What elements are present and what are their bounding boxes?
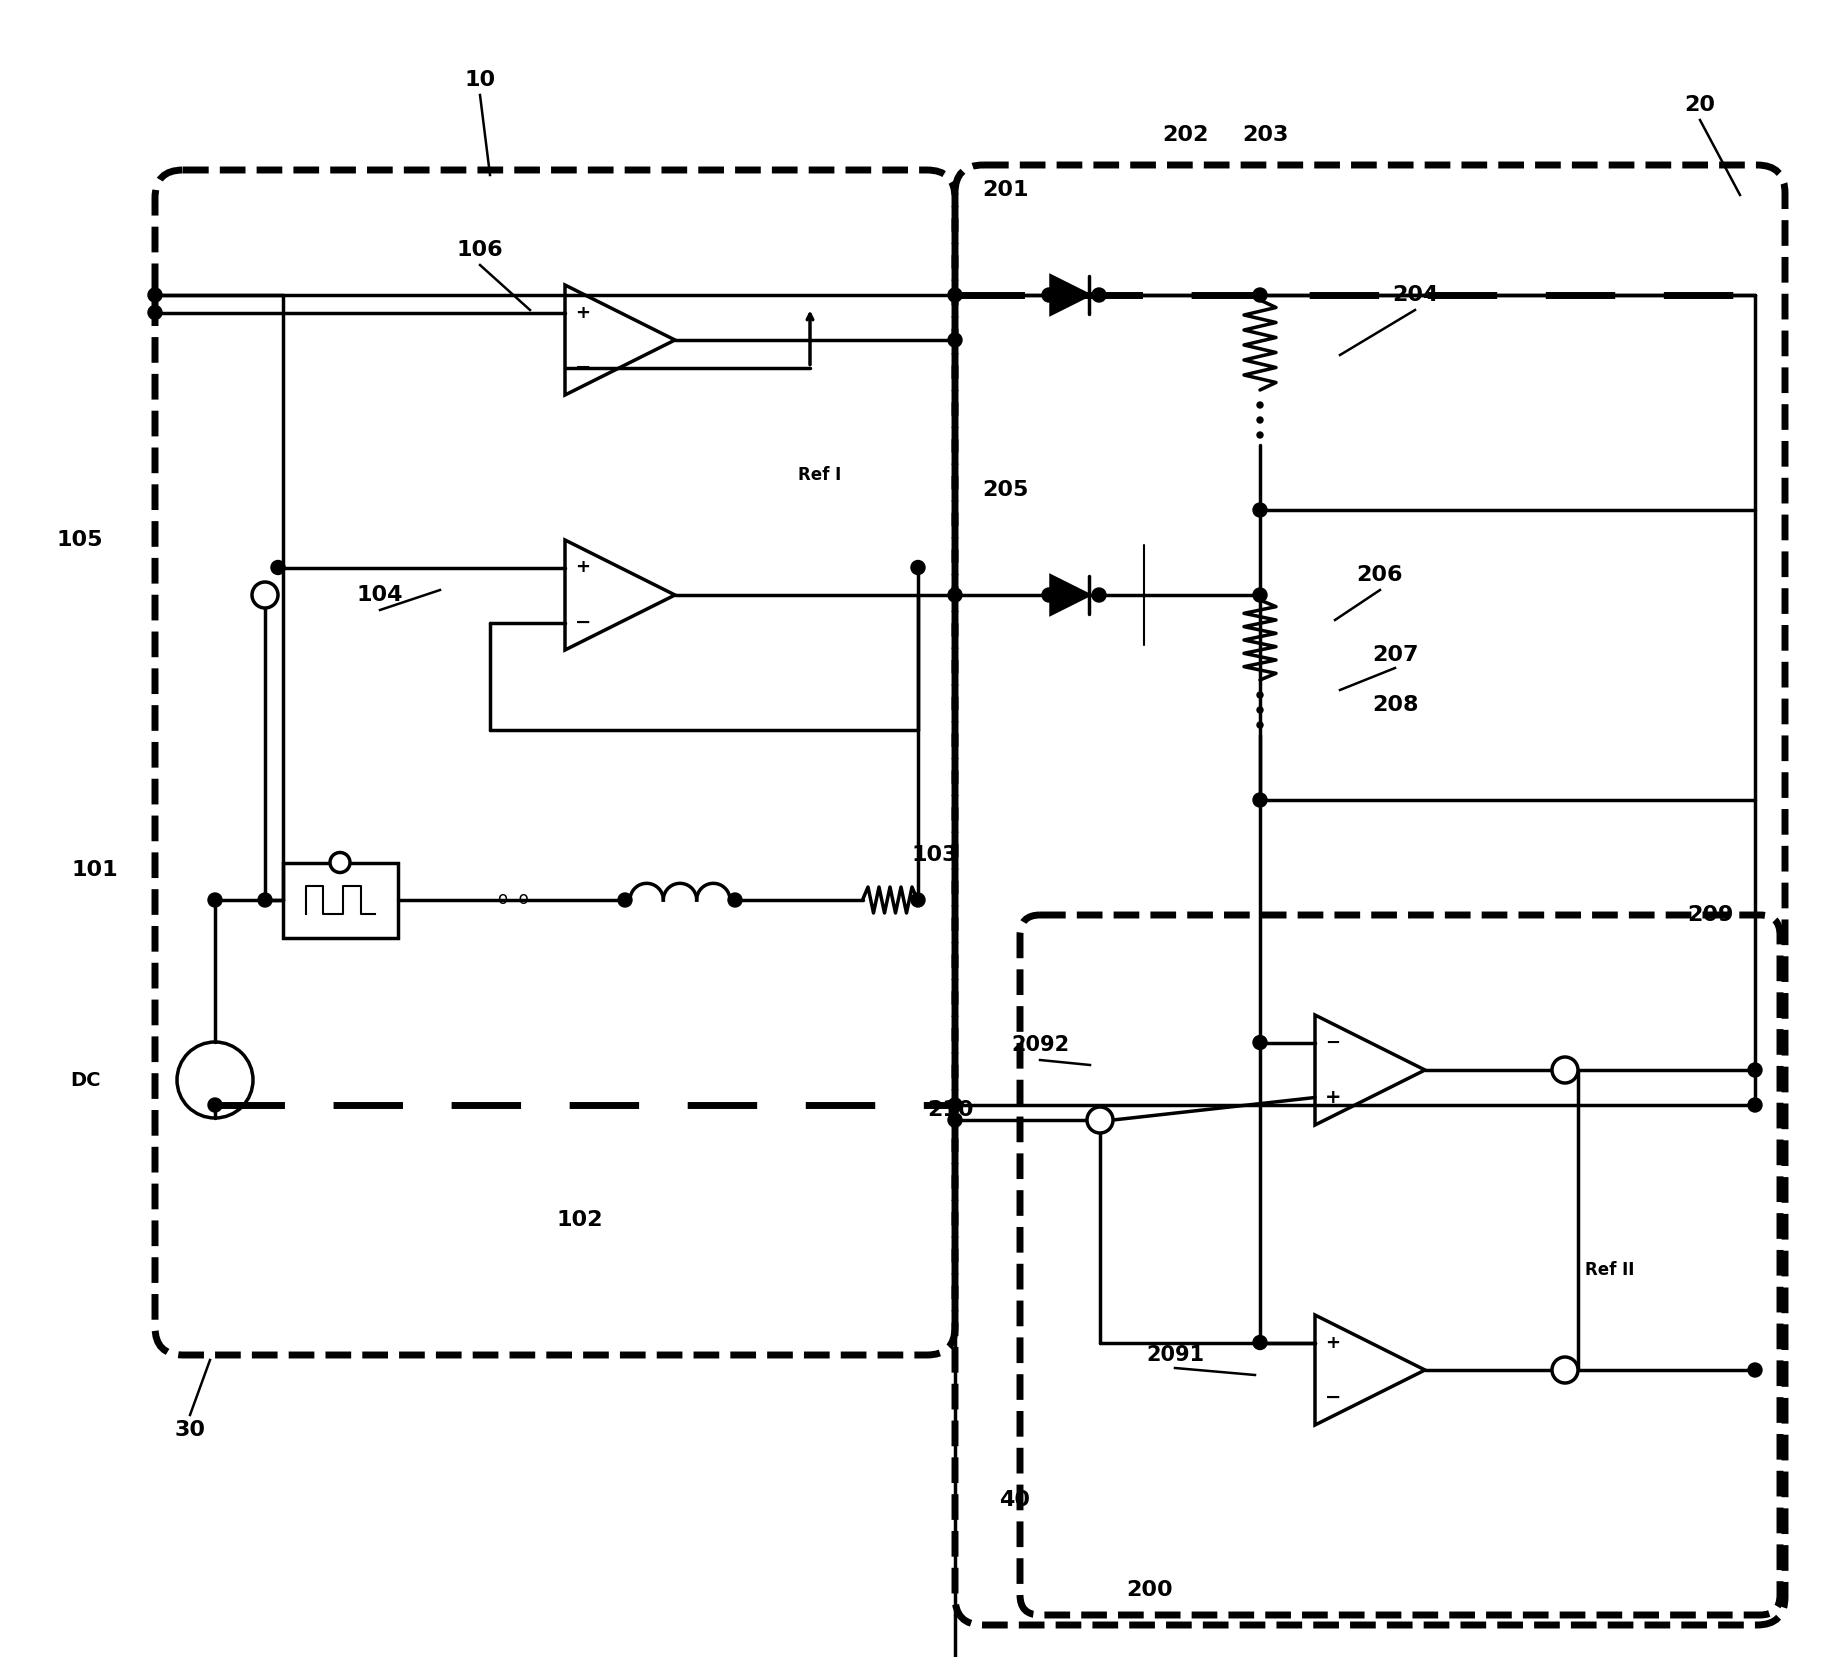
Circle shape — [1258, 708, 1263, 713]
Circle shape — [1748, 1099, 1763, 1112]
Circle shape — [912, 560, 924, 575]
Circle shape — [1258, 403, 1263, 408]
Circle shape — [1252, 1336, 1267, 1349]
Text: 30: 30 — [175, 1420, 206, 1440]
Circle shape — [1551, 1357, 1579, 1384]
Circle shape — [727, 893, 742, 906]
Text: Ref I: Ref I — [798, 466, 842, 484]
Circle shape — [1252, 504, 1267, 517]
Circle shape — [1551, 1057, 1579, 1084]
Circle shape — [912, 893, 924, 906]
Text: 203: 203 — [1241, 124, 1289, 146]
Circle shape — [148, 288, 162, 302]
Circle shape — [1748, 1364, 1763, 1377]
Circle shape — [330, 852, 350, 873]
Circle shape — [1252, 794, 1267, 807]
Text: −: − — [574, 613, 591, 631]
Circle shape — [1258, 722, 1263, 727]
Polygon shape — [1052, 577, 1088, 615]
Text: +: + — [1325, 1334, 1340, 1352]
Circle shape — [1092, 588, 1107, 601]
Bar — [283, 863, 397, 938]
Circle shape — [1258, 693, 1263, 698]
Text: 210: 210 — [926, 1100, 973, 1120]
Circle shape — [208, 1099, 222, 1112]
Text: 2092: 2092 — [1012, 1036, 1068, 1056]
Circle shape — [1258, 418, 1263, 423]
Text: 40: 40 — [999, 1490, 1030, 1510]
Circle shape — [259, 893, 272, 906]
Text: 208: 208 — [1371, 694, 1418, 716]
Text: 206: 206 — [1356, 565, 1404, 585]
Text: 20: 20 — [1684, 94, 1715, 114]
Text: 200: 200 — [1127, 1581, 1174, 1601]
Circle shape — [272, 560, 284, 575]
Text: 103: 103 — [912, 845, 959, 865]
Text: 106: 106 — [458, 240, 503, 260]
Circle shape — [1258, 432, 1263, 437]
Text: 204: 204 — [1391, 285, 1438, 305]
Text: −: − — [1325, 1034, 1340, 1052]
Text: 102: 102 — [556, 1210, 603, 1229]
Circle shape — [948, 1114, 963, 1127]
Circle shape — [618, 893, 633, 906]
Text: +: + — [576, 558, 591, 577]
Text: 101: 101 — [71, 860, 118, 880]
Circle shape — [148, 305, 162, 320]
Text: Ref II: Ref II — [1586, 1261, 1635, 1279]
Text: 104: 104 — [357, 585, 403, 605]
Circle shape — [1748, 1064, 1763, 1077]
Circle shape — [1043, 288, 1056, 302]
Circle shape — [1092, 288, 1107, 302]
Text: 201: 201 — [983, 181, 1028, 200]
Text: 105: 105 — [57, 530, 104, 550]
Text: 205: 205 — [983, 481, 1028, 500]
Text: +: + — [576, 303, 591, 321]
Circle shape — [1252, 588, 1267, 601]
Circle shape — [208, 893, 222, 906]
Circle shape — [948, 588, 963, 601]
Circle shape — [252, 582, 277, 608]
Text: −: − — [1325, 1389, 1342, 1407]
Text: 202: 202 — [1161, 124, 1209, 146]
Text: 207: 207 — [1371, 645, 1418, 664]
Polygon shape — [1052, 277, 1088, 313]
Text: 209: 209 — [1686, 905, 1734, 925]
Circle shape — [948, 288, 963, 302]
Circle shape — [948, 333, 963, 346]
Text: DC: DC — [69, 1070, 100, 1090]
Circle shape — [1087, 1107, 1114, 1133]
Circle shape — [1252, 1036, 1267, 1049]
Text: −: − — [574, 358, 591, 378]
Text: 10: 10 — [465, 70, 496, 89]
Text: o  o: o o — [498, 890, 529, 908]
Circle shape — [948, 1099, 963, 1112]
Circle shape — [1043, 588, 1056, 601]
Text: +: + — [1325, 1089, 1342, 1107]
Circle shape — [1252, 288, 1267, 302]
Text: 2091: 2091 — [1147, 1345, 1203, 1365]
